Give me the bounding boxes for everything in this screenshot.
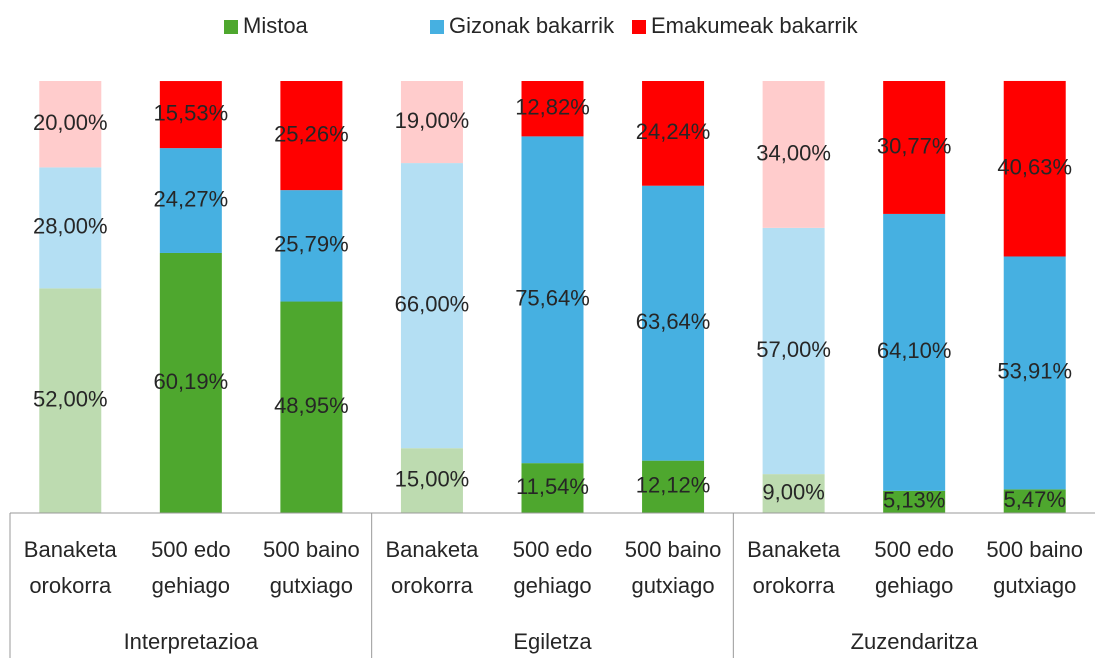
bar-segment (521, 136, 584, 464)
data-label: 34,00% (756, 140, 831, 165)
legend-swatch (224, 20, 238, 34)
group-label: Egiletza (513, 629, 592, 654)
x-tick-label: Banaketa (385, 537, 479, 562)
data-label: 63,64% (636, 309, 711, 334)
bar-segment (39, 288, 102, 513)
x-tick-label: gutxiago (631, 573, 714, 598)
x-tick-label: orokorra (29, 573, 112, 598)
data-label: 24,24% (636, 119, 711, 144)
data-label: 11,54% (516, 474, 589, 499)
bar-segment (521, 81, 584, 137)
legend-label: Emakumeak bakarrik (651, 13, 859, 38)
data-label: 19,00% (395, 108, 470, 133)
bar-segment (159, 81, 222, 149)
data-label: 40,63% (997, 155, 1072, 180)
x-tick-label: Banaketa (24, 537, 118, 562)
x-tick-label: 500 edo (513, 537, 593, 562)
bar-segment (400, 448, 463, 513)
x-tick-label: orokorra (391, 573, 474, 598)
data-label: 52,00% (33, 386, 108, 411)
data-label: 15,53% (154, 100, 229, 125)
data-label: 12,12% (636, 473, 711, 498)
data-label: 9,00% (762, 479, 824, 504)
x-tick-label: gehiago (152, 573, 230, 598)
bar-segment (280, 190, 343, 302)
bar-segment (400, 163, 463, 449)
data-label: 66,00% (395, 291, 470, 316)
legend-swatch (632, 20, 646, 34)
bar-segment (280, 81, 343, 191)
group-label: Interpretazioa (124, 629, 259, 654)
legend-label: Gizonak bakarrik (449, 13, 615, 38)
bar-segment (762, 81, 825, 228)
bar-segment (1003, 80, 1066, 257)
bar-segment (39, 81, 102, 168)
bar-segment (883, 81, 946, 214)
x-tick-label: 500 baino (986, 537, 1083, 562)
x-tick-label: 500 baino (625, 537, 722, 562)
legend-swatch (430, 20, 444, 34)
data-label: 5,13% (883, 488, 945, 513)
x-tick-label: gehiago (875, 573, 953, 598)
data-label: 64,10% (877, 338, 952, 363)
bar-segment (883, 490, 946, 513)
bar-segment (883, 213, 946, 491)
bar-segment (400, 81, 463, 164)
bar-segment (521, 463, 584, 513)
data-label: 28,00% (33, 214, 108, 239)
x-tick-label: 500 edo (151, 537, 231, 562)
data-label: 15,00% (395, 466, 470, 491)
bar-segment (280, 301, 343, 513)
bar-segment (642, 185, 705, 461)
data-label: 53,91% (997, 359, 1072, 384)
legend-label: Mistoa (243, 13, 309, 38)
data-label: 24,27% (154, 186, 229, 211)
data-label: 12,82% (515, 95, 590, 120)
bar-segment (642, 81, 705, 186)
x-tick-label: orokorra (753, 573, 836, 598)
data-label: 57,00% (756, 337, 831, 362)
data-label: 5,47% (1004, 487, 1066, 512)
group-label: Zuzendaritza (851, 629, 979, 654)
data-label: 25,26% (274, 121, 349, 146)
x-tick-label: 500 edo (874, 537, 954, 562)
bar-segment (159, 148, 222, 253)
x-tick-label: gutxiago (993, 573, 1076, 598)
x-tick-label: gehiago (513, 573, 591, 598)
bar-segment (642, 460, 705, 513)
bar-segment (39, 167, 102, 289)
x-tick-label: 500 baino (263, 537, 360, 562)
x-tick-label: gutxiago (270, 573, 353, 598)
data-label: 20,00% (33, 110, 108, 135)
bar-segment (1003, 256, 1066, 490)
bar-segment (762, 474, 825, 513)
bar-segment (159, 252, 222, 514)
data-label: 30,77% (877, 133, 952, 158)
data-label: 25,79% (274, 232, 349, 257)
bar-segment (1003, 489, 1066, 513)
bar-segment (762, 227, 825, 475)
data-label: 48,95% (274, 393, 349, 418)
data-label: 60,19% (154, 369, 229, 394)
x-tick-label: Banaketa (747, 537, 841, 562)
data-label: 75,64% (515, 286, 590, 311)
